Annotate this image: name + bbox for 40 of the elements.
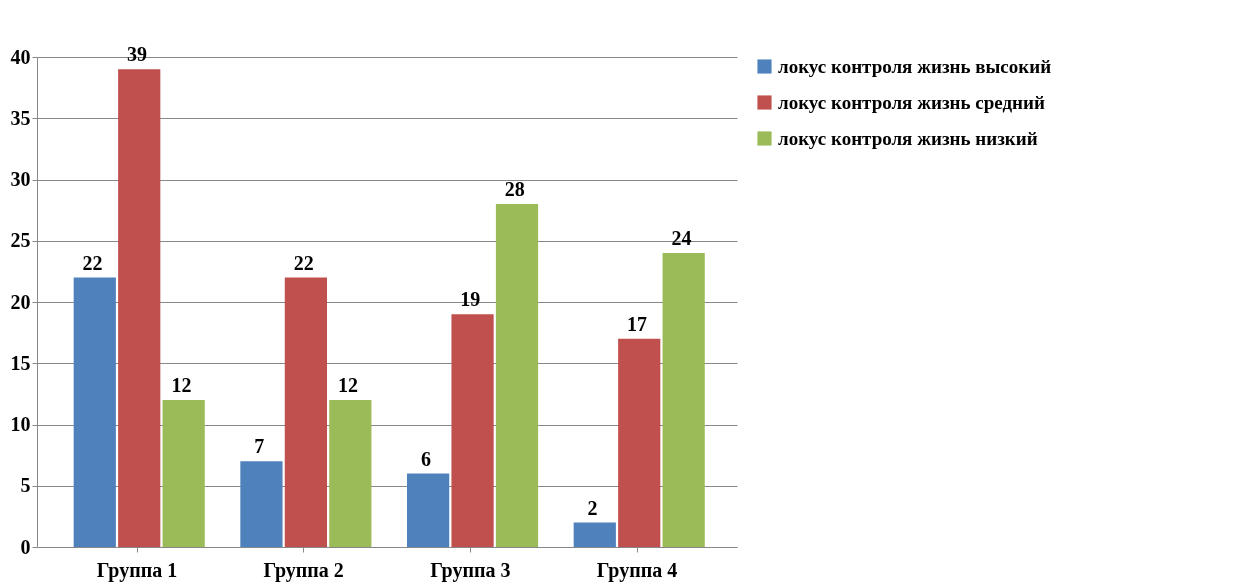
data-label: 12 (338, 374, 359, 396)
x-tick-label: Группа 1 (96, 558, 178, 582)
bar (284, 277, 327, 547)
bar (618, 338, 661, 547)
bar (329, 400, 372, 547)
x-tick-label: Группа 3 (430, 558, 511, 582)
y-tick-label: 40 (10, 45, 31, 68)
bar (495, 204, 539, 547)
x-tick-label: Группа 2 (263, 558, 344, 582)
bar (73, 277, 116, 547)
legend-label: локус контроля жизнь низкий (778, 127, 1038, 149)
data-label: 7 (254, 435, 265, 458)
data-label: 12 (171, 374, 192, 396)
data-label: 39 (127, 43, 147, 66)
y-tick-label: 20 (10, 290, 31, 313)
bar (407, 473, 450, 547)
data-label: 17 (627, 312, 647, 335)
data-label: 6 (420, 447, 431, 470)
y-tick-label: 15 (10, 351, 31, 374)
bar (662, 253, 705, 547)
bar (573, 522, 616, 547)
data-label: 22 (293, 251, 314, 274)
legend-label: локус контроля жизнь высокий (778, 55, 1052, 77)
bar (118, 69, 161, 547)
y-tick-label: 0 (20, 535, 31, 558)
legend-label: локус контроля жизнь средний (778, 91, 1045, 113)
x-tick-label: Группа 4 (596, 558, 678, 582)
data-label: 2 (587, 496, 598, 519)
data-label: 24 (671, 227, 692, 249)
data-label: 22 (82, 251, 103, 274)
y-tick-label: 10 (10, 413, 31, 435)
data-label: 19 (460, 288, 481, 311)
y-tick-label: 30 (10, 168, 31, 190)
y-tick-label: 25 (10, 229, 31, 252)
y-tick-label: 35 (10, 106, 31, 129)
data-label: 28 (504, 178, 525, 200)
bar (240, 461, 283, 547)
bar (451, 314, 494, 547)
bar (162, 400, 205, 547)
y-tick-label: 5 (20, 474, 31, 497)
